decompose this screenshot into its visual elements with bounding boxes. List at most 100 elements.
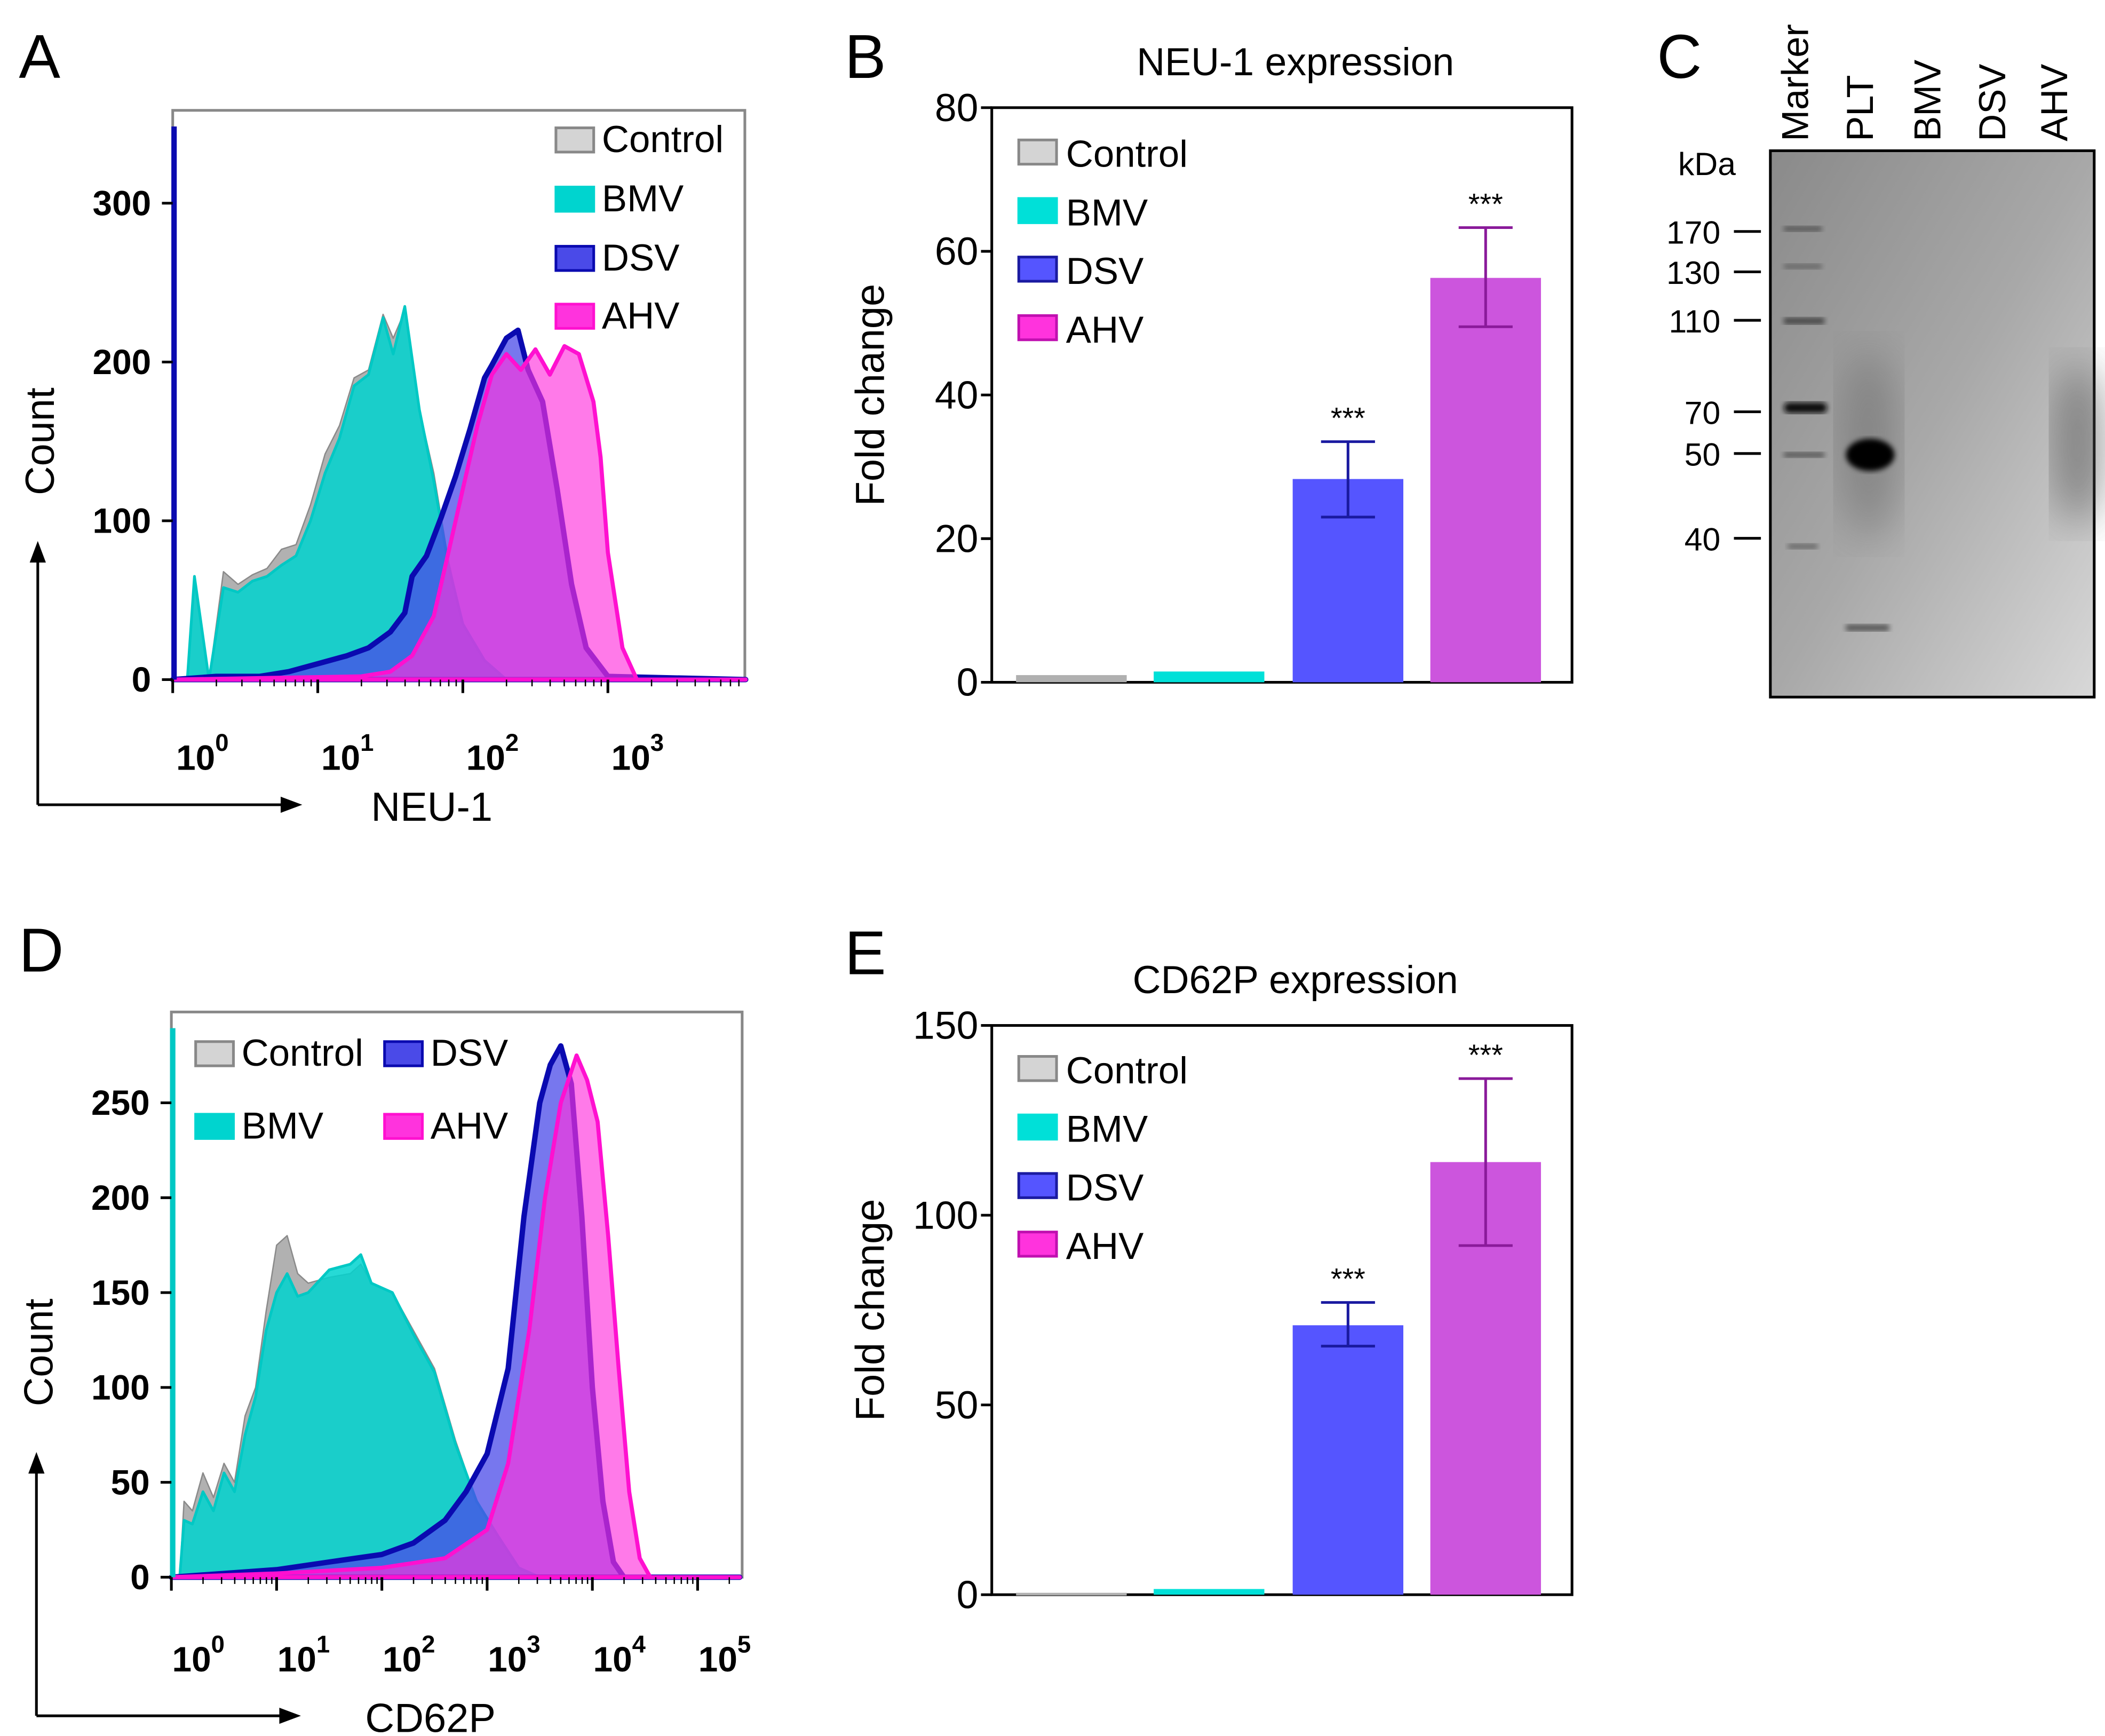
- legend-label-control: Control: [1066, 1049, 1188, 1091]
- legend-swatch-control: [554, 126, 595, 154]
- blot-bands: [1784, 226, 2102, 631]
- x-tick-label: 103: [488, 1631, 540, 1679]
- legend-label-control: Control: [242, 1032, 363, 1074]
- error-bar-ahv: [1458, 226, 1513, 328]
- y-tick-label: 150: [913, 1004, 978, 1048]
- band-ahv-smear: [2053, 363, 2102, 525]
- legend-label-bmv: BMV: [602, 177, 684, 219]
- legend-label-dsv: DSV: [1066, 250, 1144, 292]
- panel-letter-c: C: [1657, 22, 1702, 91]
- y-tick-label: 200: [91, 1178, 150, 1217]
- significance-label: ***: [1468, 187, 1503, 220]
- lane-label-bmv: BMV: [1906, 60, 1948, 141]
- legend-swatch-control: [1017, 1055, 1058, 1082]
- y-tick-label: 0: [130, 1558, 150, 1597]
- mw-label: 50: [1685, 437, 1721, 473]
- panel-letter-d: D: [19, 916, 63, 985]
- error-bar-dsv: [1321, 440, 1375, 519]
- histogram-ahv: [169, 1053, 742, 1580]
- panel-letter-a: A: [19, 22, 60, 91]
- mw-label: 170: [1666, 215, 1720, 251]
- arrow-up-icon: [29, 541, 46, 563]
- legend-swatch-bmv: [554, 185, 595, 213]
- mw-label: 130: [1666, 255, 1720, 291]
- band-plt-low: [1846, 624, 1889, 631]
- chart-title: CD62P expression: [1133, 958, 1458, 1002]
- x-tick-label: 100: [176, 729, 228, 777]
- lane-label-plt: PLT: [1839, 75, 1881, 141]
- panel-a-histogram: 0 100 200 300 100 101 102 103 Count NEU-1 Control B…: [18, 109, 749, 830]
- arrow-right-icon: [279, 1708, 301, 1724]
- x-axis-label: NEU-1: [371, 784, 493, 830]
- y-axis-label: Fold change: [847, 1199, 893, 1421]
- legend-label-control: Control: [602, 118, 724, 160]
- legend-swatch-bmv: [1017, 1113, 1058, 1141]
- x-tick-label: 102: [383, 1631, 435, 1679]
- legend-label-dsv: DSV: [602, 236, 680, 279]
- band-marker-70: [1784, 402, 1828, 414]
- bar-ahv: [1430, 278, 1541, 683]
- legend-swatch-dsv: [554, 244, 595, 272]
- y-tick-label: 300: [93, 184, 152, 223]
- legend-label-bmv: BMV: [242, 1104, 323, 1146]
- panel-d-histogram: 0 50 100 150 200 250 100 101 102 103 104 105 Count CD…: [17, 1010, 751, 1736]
- y-tick-label: 200: [93, 343, 152, 382]
- y-tick-label: 0: [957, 661, 979, 704]
- panel-letter-e: E: [845, 918, 886, 988]
- mw-label: 110: [1669, 303, 1721, 339]
- y-tick-label: 0: [132, 660, 152, 699]
- axis-arrows: [35, 1460, 293, 1717]
- bar-bmv: [1154, 1589, 1265, 1595]
- y-tick-label: 80: [935, 86, 979, 130]
- y-tick-label: 100: [913, 1193, 978, 1237]
- bar-control: [1016, 675, 1127, 683]
- band-marker-130: [1784, 264, 1822, 269]
- x-tick-label: 102: [466, 729, 519, 777]
- legend-swatch-dsv: [1017, 1172, 1058, 1199]
- significance-label: ***: [1468, 1039, 1503, 1072]
- legend-label-bmv: BMV: [1066, 191, 1148, 233]
- legend-swatch-dsv: [383, 1040, 424, 1067]
- band-marker-40: [1788, 543, 1818, 549]
- chart-title: NEU-1 expression: [1137, 40, 1454, 84]
- panel-letter-b: B: [845, 22, 886, 91]
- significance-label: ***: [1331, 401, 1365, 434]
- x-tick-label: 104: [593, 1631, 646, 1679]
- plot-frame: [990, 1024, 1574, 1596]
- y-axis-label: Count: [18, 387, 63, 495]
- bar-dsv: [1292, 1325, 1403, 1595]
- x-tick-label: 100: [172, 1631, 225, 1679]
- legend-swatch-ahv: [1017, 314, 1058, 342]
- x-tick-label: 103: [611, 729, 664, 777]
- mw-label: 40: [1685, 521, 1721, 557]
- x-tick-label: 101: [277, 1631, 330, 1679]
- blot-image: [1769, 149, 2096, 699]
- y-tick-label: 20: [935, 517, 979, 561]
- error-bar-ahv: [1458, 1077, 1513, 1247]
- band-marker-110: [1784, 318, 1824, 324]
- legend-label-ahv: AHV: [1066, 1225, 1144, 1267]
- y-tick-label: 100: [91, 1368, 150, 1407]
- histogram-ahv: [170, 344, 748, 682]
- y-tick-label: 0: [957, 1573, 979, 1617]
- legend-swatch-ahv: [1017, 1231, 1058, 1258]
- y-tick-label: 100: [93, 502, 152, 541]
- y-tick-label: 60: [935, 229, 979, 273]
- y-tick-label: 250: [91, 1083, 150, 1122]
- legend-label-control: Control: [1066, 133, 1188, 175]
- legend-swatch-control: [194, 1040, 235, 1067]
- legend-label-ahv: AHV: [602, 294, 680, 336]
- y-tick-label: 40: [935, 373, 979, 417]
- lane-label-ahv: AHV: [2033, 64, 2075, 141]
- legend-swatch-control: [1017, 138, 1058, 166]
- significance-label: ***: [1331, 1263, 1365, 1296]
- x-tick-label: 105: [698, 1631, 751, 1679]
- panel-b-bar-chart: NEU-1 expression Fold change 0 20 40 60 80 *** *…: [847, 40, 1574, 704]
- legend-swatch-ahv: [383, 1113, 424, 1140]
- x-tick-label: 101: [321, 729, 374, 777]
- mw-label: 70: [1685, 394, 1721, 431]
- y-tick-label: 50: [935, 1383, 979, 1427]
- panel-c-western-blot: Marker PLT BMV DSV AHV kDa 170 130 110 70 50 40: [1666, 24, 2102, 699]
- arrow-up-icon: [28, 1452, 45, 1474]
- legend-swatch-bmv: [194, 1113, 235, 1140]
